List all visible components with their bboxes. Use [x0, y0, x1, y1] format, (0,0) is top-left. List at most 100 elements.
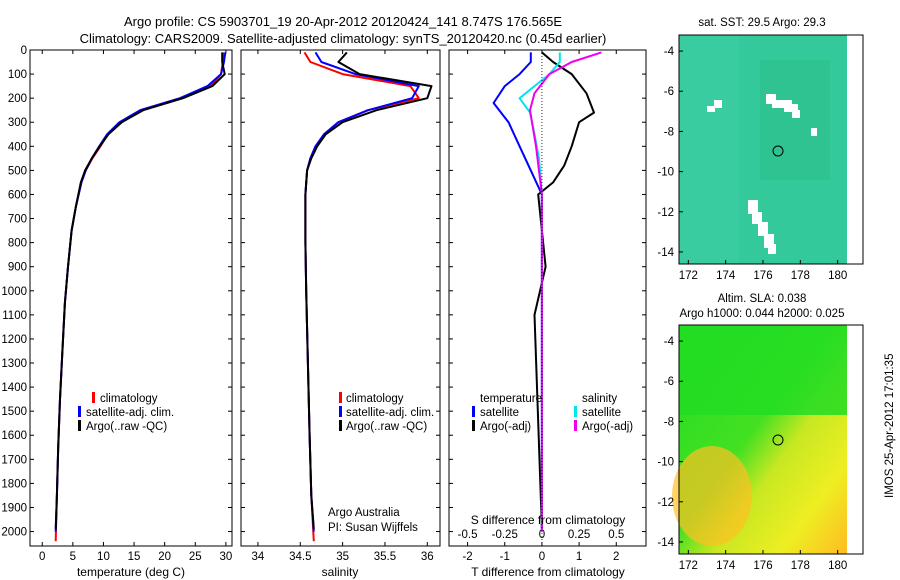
x-tick-label: -1: [500, 551, 510, 563]
depth-tick-label: 800: [8, 238, 27, 250]
s-tick-label: 0.25: [568, 529, 590, 541]
legend-swatch-sal-argo: [574, 420, 577, 431]
depth-tick-label: 500: [8, 165, 27, 177]
series-line-satellite-adj-clim: [54, 52, 227, 532]
legend-label-climatology: climatology: [346, 393, 404, 405]
legend-label-satellite: satellite-adj. clim.: [346, 407, 434, 419]
sst-field-shade: [760, 60, 830, 180]
depth-tick-label: 900: [8, 262, 27, 274]
x-tick-label: 0: [539, 551, 545, 563]
salinity-x-label: salinity: [322, 565, 359, 579]
t-difference-label: T difference from climatology: [471, 565, 625, 579]
temperature-x-label: temperature (deg C): [77, 565, 185, 579]
sst-map-ticks: 172 174 176 178 180 -4 -6 -8 -10 -12 -14: [657, 46, 847, 282]
legend-swatch-argo: [78, 420, 81, 431]
temperature-legend: climatology satellite-adj. clim. Argo(..…: [78, 392, 174, 433]
credit-pi: PI: Susan Wijffels: [328, 522, 418, 534]
depth-tick-label: 1400: [1, 382, 27, 394]
sla-map: Altim. SLA: 0.038 Argo h1000: 0.044 h200…: [657, 293, 864, 572]
depth-tick-label: 600: [8, 189, 27, 201]
map-y-tick-label: -4: [664, 46, 675, 58]
s-tick-label: -0.5: [458, 529, 478, 541]
map-y-tick-label: -12: [657, 207, 674, 219]
x-tick-label: -2: [462, 551, 472, 563]
salinity-legend: climatology satellite-adj. clim. Argo(..…: [339, 392, 434, 433]
figure-title-line1: Argo profile: CS 5903701_19 20-Apr-2012 …: [124, 14, 562, 29]
s-tick-label: 0: [539, 529, 545, 541]
footer-timestamp: IMOS 25-Apr-2012 17:01:35: [884, 354, 896, 498]
legend-label-climatology: climatology: [100, 393, 158, 405]
figure-title-line2: Climatology: CARS2009. Satellite-adjuste…: [80, 31, 607, 46]
depth-tick-label: 300: [8, 117, 27, 129]
sst-field-shade: [679, 35, 739, 264]
salinity-panel: 34 34.5 35 35.5 36 salinity climatology sate…: [240, 49, 441, 579]
depth-tick-label: 400: [8, 141, 27, 153]
legend-label-temp-argo: Argo(-adj): [480, 421, 531, 433]
sla-field-north: [679, 325, 847, 415]
map-y-tick-label: -10: [657, 167, 674, 179]
series-line-climatology: [303, 51, 420, 542]
x-tick-label: 34.5: [289, 551, 311, 563]
sst-map-frame: [678, 34, 864, 265]
depth-tick-label: 200: [8, 93, 27, 105]
salinity-plot-frame: [240, 49, 441, 547]
depth-tick-label: 2000: [1, 527, 27, 539]
legend-label-temp-satellite: satellite: [480, 407, 519, 419]
sla-land-mask: [847, 325, 863, 554]
x-tick-label: 10: [97, 551, 110, 563]
map-y-tick-label: -10: [657, 457, 674, 469]
sst-missing-cells: [707, 94, 817, 254]
depth-tick-label: 0: [21, 45, 27, 57]
legend-title-temperature: temperature: [480, 393, 542, 405]
x-tick-label: 15: [128, 551, 141, 563]
x-tick-label: 1: [576, 551, 582, 563]
series-line-satellite-adj-clim: [304, 51, 420, 532]
s-difference-label: S difference from climatology: [471, 513, 626, 527]
map-x-tick-label: 178: [791, 560, 810, 572]
depth-tick-label: 100: [8, 69, 27, 81]
x-tick-label: 20: [158, 551, 171, 563]
series-line-temperature-argo-adj: [533, 51, 595, 530]
argo-position-marker: [772, 145, 784, 157]
salinity-profiles: [303, 51, 433, 542]
legend-label-argo: Argo(..raw -QC): [346, 421, 427, 433]
depth-tick-label: 1300: [1, 358, 27, 370]
map-x-tick-label: 176: [753, 560, 772, 572]
depth-tick-label: 1100: [2, 310, 27, 322]
series-line-argo-raw-qc: [54, 52, 226, 530]
argo-position-marker: [772, 434, 784, 446]
difference-profiles: [492, 50, 602, 546]
series-line-temperature-satellite: [492, 52, 543, 532]
series-line-climatology: [54, 52, 225, 542]
map-y-tick-label: -6: [664, 86, 674, 98]
sla-map-title2: Argo h1000: 0.044 h2000: 0.025: [680, 308, 845, 320]
map-x-tick-label: 180: [828, 560, 847, 572]
depth-tick-label: 1700: [1, 454, 27, 466]
temperature-plot-frame: [29, 49, 233, 547]
credit-program: Argo Australia: [328, 507, 400, 519]
legend-swatch-sal-satellite: [574, 406, 577, 417]
map-x-tick-label: 174: [716, 270, 736, 282]
difference-x-ticks: -2 -1 0 1 2 -0.5 -0.25 0 0.25 0.5: [458, 50, 624, 563]
map-x-tick-label: 176: [753, 270, 772, 282]
temperature-panel: 0 5 10 15 20 25 30 temperature (deg C) climato…: [29, 49, 233, 579]
sla-map-ticks: 172 174 176 178 180 -4 -6 -8 -10 -12 -14: [657, 336, 847, 572]
legend-label-argo: Argo(..raw -QC): [86, 421, 167, 433]
depth-tick-label: 1600: [1, 430, 27, 442]
sla-high-anomaly: [672, 446, 752, 546]
legend-title-salinity: salinity: [582, 393, 617, 405]
map-y-tick-label: -12: [657, 497, 674, 509]
series-line-argo-raw-qc: [304, 51, 433, 530]
legend-swatch-satellite: [78, 406, 81, 417]
sst-map: sat. SST: 29.5 Argo: 29.3 172 174 176 178 18…: [657, 17, 864, 282]
difference-legend: temperature salinity satellite Argo(-adj…: [472, 393, 633, 433]
x-tick-label: 0: [39, 551, 45, 563]
x-tick-label: 35.5: [374, 551, 396, 563]
x-tick-label: 34: [252, 551, 265, 563]
difference-plot-frame: [448, 49, 647, 547]
difference-panel: -2 -1 0 1 2 -0.5 -0.25 0 0.25 0.5 S difference fr…: [448, 49, 647, 579]
depth-tick-label: 700: [8, 214, 27, 226]
sst-map-title: sat. SST: 29.5 Argo: 29.3: [698, 17, 825, 29]
legend-label-sal-satellite: satellite: [582, 407, 621, 419]
